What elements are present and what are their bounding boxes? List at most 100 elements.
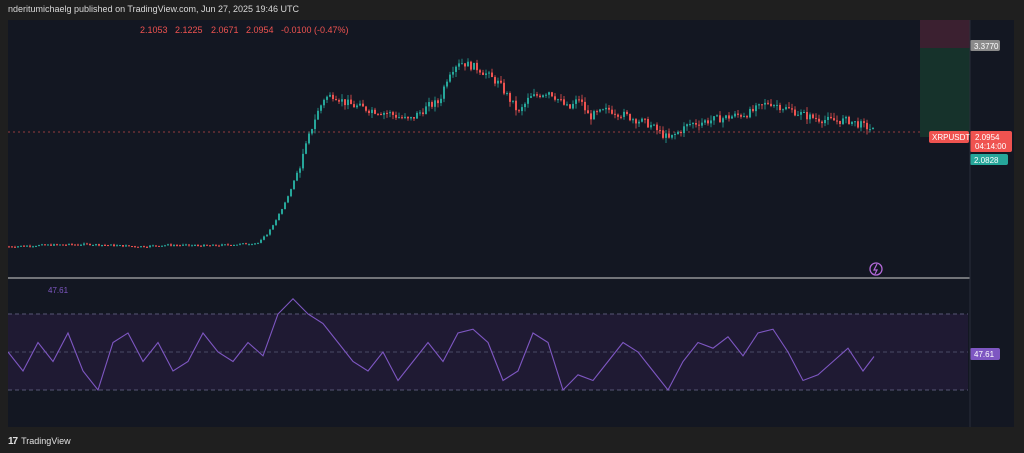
candle-body — [545, 94, 547, 96]
candle-body — [614, 113, 616, 115]
candle-body — [851, 121, 853, 125]
candle-body — [404, 116, 406, 119]
candle-body — [701, 122, 703, 126]
candle-body — [719, 115, 721, 123]
candle-body — [629, 114, 631, 121]
candle-body — [617, 114, 619, 117]
candle-body — [320, 105, 322, 111]
candle-body — [149, 245, 151, 247]
candle-body — [671, 134, 673, 138]
candle-body — [68, 243, 70, 245]
candle-body — [674, 134, 676, 136]
candle-body — [782, 109, 784, 111]
footer-brand[interactable]: TradingView — [21, 436, 71, 446]
candle-body — [626, 111, 628, 115]
candle-body — [827, 116, 829, 121]
candle-body — [35, 246, 37, 248]
candle-body — [632, 119, 634, 121]
candle-body — [143, 246, 145, 248]
candle-body — [353, 104, 355, 108]
candle-body — [152, 245, 154, 247]
candle-body — [47, 244, 49, 246]
candle-body — [62, 244, 64, 246]
candle-body — [479, 70, 481, 73]
candle-body — [215, 244, 217, 246]
chart-svg[interactable]: 2.1053 2.1225 2.0671 2.0954 -0.0100 (-0.… — [8, 20, 1014, 427]
candle-body — [191, 245, 193, 247]
candle-body — [821, 121, 823, 124]
candle-body — [662, 130, 664, 138]
candle-body — [836, 120, 838, 122]
candle-body — [272, 225, 274, 230]
candle-body — [86, 243, 88, 245]
lightning-icon[interactable] — [869, 262, 883, 276]
candle-body — [554, 96, 556, 100]
candle-body — [398, 117, 400, 119]
candle-body — [458, 63, 460, 67]
candle-body — [596, 111, 598, 113]
candle-body — [491, 72, 493, 78]
candle-body — [26, 245, 28, 247]
chart-pane[interactable]: 2.1053 2.1225 2.0671 2.0954 -0.0100 (-0.… — [8, 20, 1014, 427]
candle-body — [731, 116, 733, 119]
rsi-line — [8, 298, 875, 392]
candle-body — [779, 104, 781, 111]
candle-body — [218, 245, 220, 247]
candle-body — [863, 121, 865, 123]
candle-body — [311, 129, 313, 134]
last-price-badge — [970, 131, 1012, 152]
candle-body — [158, 245, 160, 247]
candle-body — [41, 244, 43, 246]
candle-body — [488, 72, 490, 74]
candle-body — [365, 106, 367, 111]
candle-body — [110, 244, 112, 246]
candle-body — [317, 110, 319, 120]
candle-body — [815, 117, 817, 119]
candle-body — [167, 244, 169, 246]
candle-body — [743, 116, 745, 118]
candle-body — [602, 109, 604, 111]
candle-body — [656, 124, 658, 131]
ohlc-change: -0.0100 (-0.47%) — [281, 25, 349, 35]
candle-body — [209, 245, 211, 247]
candle-body — [269, 229, 271, 235]
candle-body — [452, 71, 454, 75]
candle-body — [695, 123, 697, 125]
candle-body — [410, 117, 412, 119]
candle-body — [854, 121, 856, 123]
candle-body — [206, 244, 208, 246]
candle-body — [395, 114, 397, 118]
candle-body — [362, 103, 364, 107]
candle-body — [581, 99, 583, 102]
candle-body — [710, 120, 712, 124]
candle-body — [65, 244, 67, 246]
candle-body — [683, 126, 685, 134]
candle-body — [641, 118, 643, 122]
candle-body — [20, 245, 22, 247]
candle-body — [494, 77, 496, 84]
candle-body — [185, 244, 187, 246]
candle-body — [593, 111, 595, 120]
candle-body — [803, 111, 805, 113]
candle-body — [182, 244, 184, 246]
candle-body — [338, 100, 340, 102]
candle-body — [503, 82, 505, 94]
candle-body — [659, 130, 661, 132]
candle-body — [635, 119, 637, 124]
rsi-axis-badge — [970, 348, 1000, 360]
stop-zone — [920, 20, 970, 48]
candle-body — [578, 99, 580, 101]
candle-body — [83, 243, 85, 245]
candle-body — [539, 95, 541, 98]
candle-body — [638, 121, 640, 124]
candle-body — [245, 243, 247, 245]
candle-body — [518, 110, 520, 112]
candle-body — [227, 244, 229, 246]
candle-body — [416, 112, 418, 119]
candle-body — [56, 244, 58, 246]
candle-body — [446, 81, 448, 87]
candle-body — [797, 114, 799, 116]
candle-body — [644, 118, 646, 120]
candle-body — [233, 244, 235, 246]
candle-body — [869, 129, 871, 131]
